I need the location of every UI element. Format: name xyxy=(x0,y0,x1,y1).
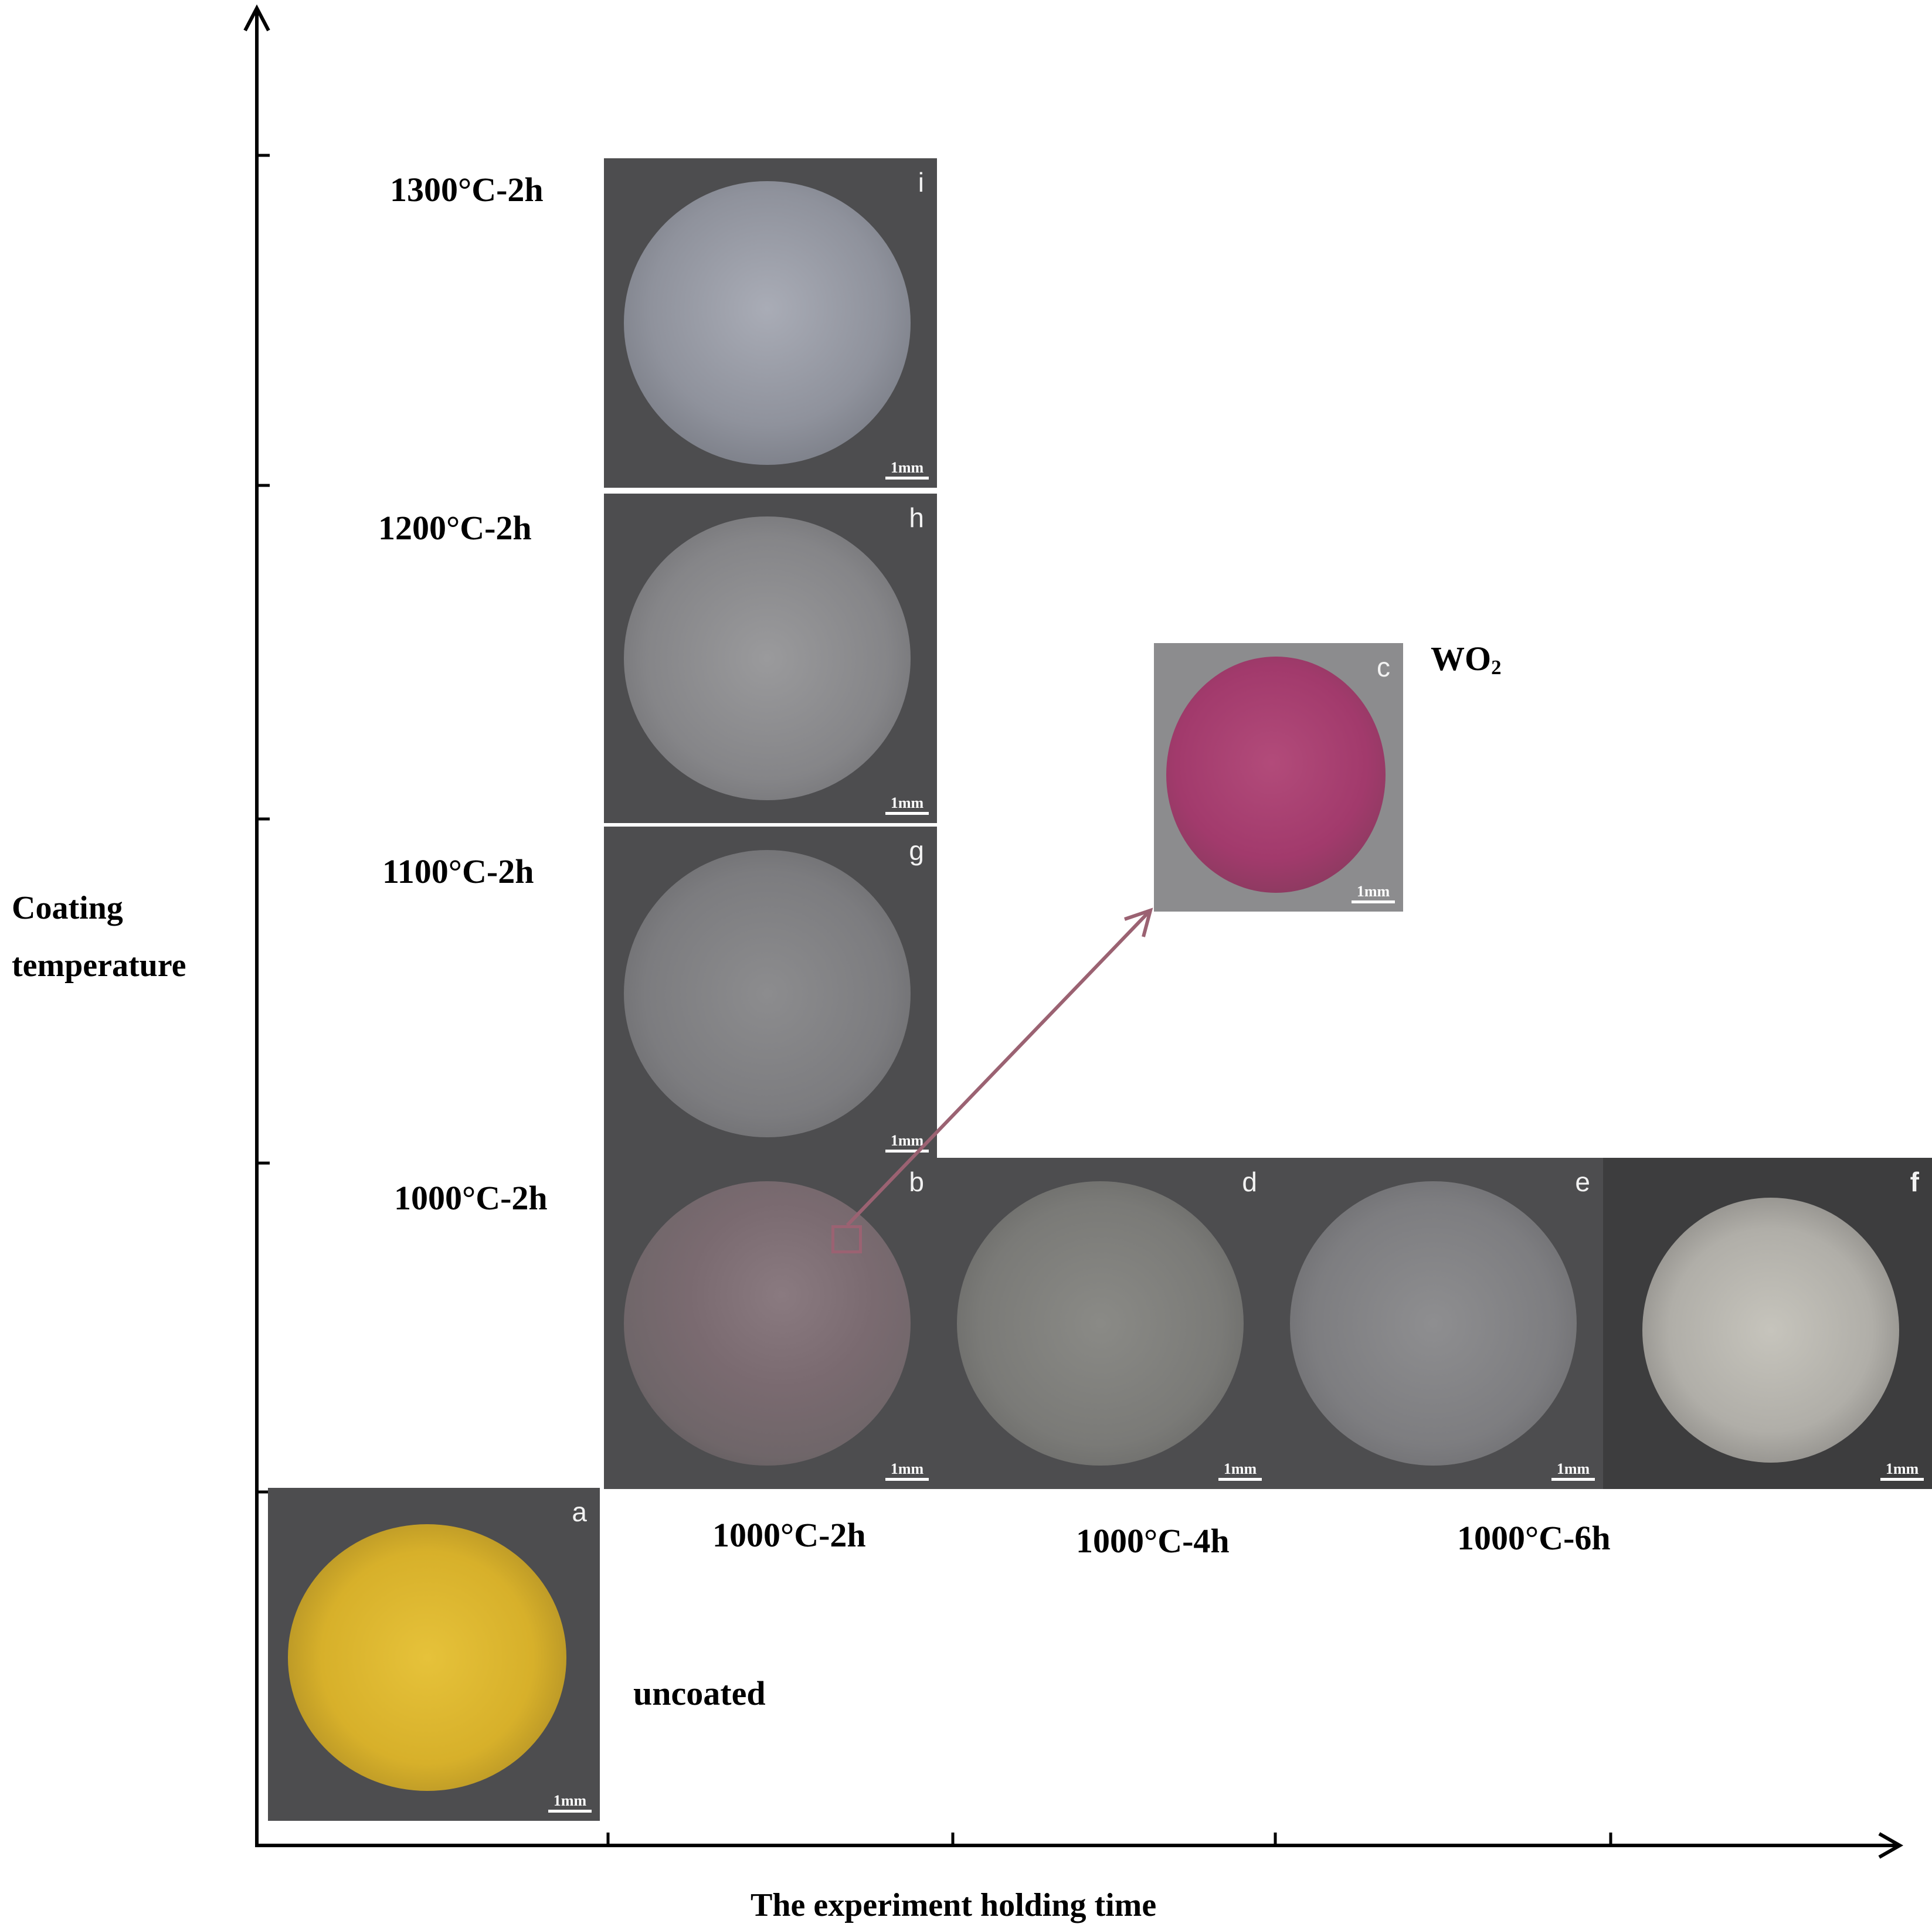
x-axis-title: The experiment holding time xyxy=(751,1887,1157,1923)
scale-bar: 1mm xyxy=(548,1793,592,1813)
scale-bar: 1mm xyxy=(1880,1461,1924,1481)
scale-bar: 1mm xyxy=(885,460,929,480)
row-label-1000: 1000°C-2h xyxy=(394,1179,548,1217)
scale-bar: 1mm xyxy=(1218,1461,1262,1481)
particle-pile xyxy=(1290,1181,1577,1466)
particle-pile xyxy=(624,1181,911,1466)
particle-pile xyxy=(624,516,911,800)
uncoated-label: uncoated xyxy=(633,1674,766,1712)
panel-tag: i xyxy=(918,167,924,198)
particle-pile xyxy=(287,1524,567,1791)
row-label-1300: 1300°C-2h xyxy=(390,171,544,209)
panel-tag: g xyxy=(909,835,924,866)
panel-tag: b xyxy=(909,1167,924,1197)
particle-pile xyxy=(957,1181,1244,1466)
panel-tag: f xyxy=(1910,1167,1919,1197)
row-label-1100: 1100°C-2h xyxy=(382,852,534,890)
panel-a: a 1mm xyxy=(268,1488,600,1821)
selection-box xyxy=(831,1225,862,1253)
panel-tag: e xyxy=(1575,1167,1590,1197)
particle-pile xyxy=(1642,1197,1899,1463)
scale-bar: 1mm xyxy=(1352,883,1395,903)
panel-tag: d xyxy=(1242,1167,1257,1197)
panel-b: b 1mm xyxy=(604,1158,937,1489)
scale-bar: 1mm xyxy=(1551,1461,1595,1481)
particle-pile xyxy=(624,849,911,1138)
column-label-6h: 1000°C-6h xyxy=(1457,1519,1611,1557)
scale-bar: 1mm xyxy=(885,1133,929,1153)
panel-d: d 1mm xyxy=(937,1158,1270,1489)
wo2-label-main: WO xyxy=(1431,640,1492,678)
scale-bar: 1mm xyxy=(885,795,929,815)
x-axis-arrowhead xyxy=(1878,1832,1904,1859)
panel-tag: h xyxy=(909,502,924,533)
panel-i: i 1mm xyxy=(604,158,937,488)
scale-bar: 1mm xyxy=(885,1461,929,1481)
panel-h: h 1mm xyxy=(604,494,937,823)
panel-tag: c xyxy=(1377,652,1390,682)
panel-f: f 1mm xyxy=(1603,1158,1932,1489)
panel-c: c 1mm xyxy=(1154,643,1403,912)
particle-pile xyxy=(624,181,911,465)
column-label-4h: 1000°C-4h xyxy=(1076,1522,1230,1560)
y-axis-title: Coating temperature xyxy=(12,890,186,984)
panel-g: g 1mm xyxy=(604,827,937,1161)
particle-pile xyxy=(1166,656,1386,893)
wo2-label: WO2 xyxy=(1431,640,1502,679)
wo2-label-subscript: 2 xyxy=(1491,655,1502,679)
row-label-1200: 1200°C-2h xyxy=(378,509,532,547)
panel-tag: a xyxy=(572,1497,587,1527)
column-label-2h: 1000°C-2h xyxy=(712,1516,866,1554)
panel-e: e 1mm xyxy=(1270,1158,1603,1489)
y-axis-arrowhead xyxy=(243,4,270,32)
